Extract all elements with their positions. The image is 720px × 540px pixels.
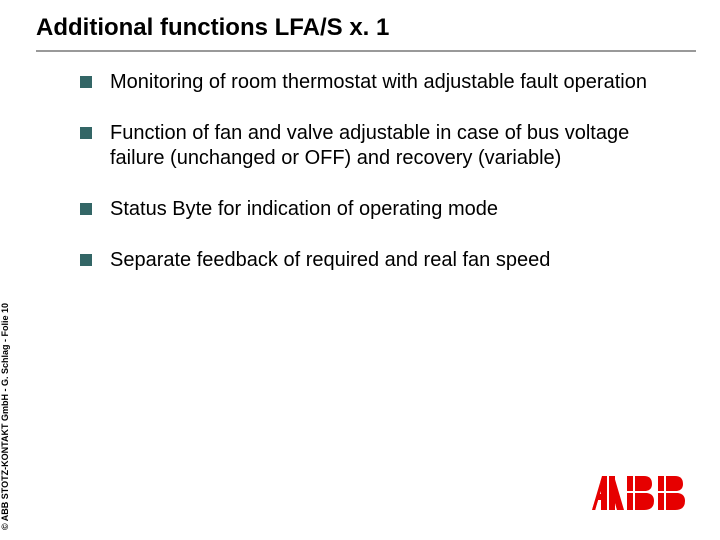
slide: Additional functions LFA/S x. 1 Monitori… bbox=[0, 0, 720, 540]
page-title: Additional functions LFA/S x. 1 bbox=[36, 14, 389, 42]
bullet-text: Function of fan and valve adjustable in … bbox=[110, 121, 680, 171]
bullet-square-icon bbox=[80, 203, 92, 215]
title-underline bbox=[36, 50, 696, 52]
bullet-square-icon bbox=[80, 127, 92, 139]
bullet-list: Monitoring of room thermostat with adjus… bbox=[80, 70, 680, 299]
bullet-square-icon bbox=[80, 254, 92, 266]
bullet-text: Status Byte for indication of operating … bbox=[110, 197, 498, 222]
bullet-text: Monitoring of room thermostat with adjus… bbox=[110, 70, 647, 95]
bullet-text: Separate feedback of required and real f… bbox=[110, 248, 550, 273]
list-item: Status Byte for indication of operating … bbox=[80, 197, 680, 222]
list-item: Monitoring of room thermostat with adjus… bbox=[80, 70, 680, 95]
copyright-sidetext: © ABB STOTZ-KONTAKT GmbH - G. Schlag - F… bbox=[0, 303, 10, 530]
list-item: Separate feedback of required and real f… bbox=[80, 248, 680, 273]
list-item: Function of fan and valve adjustable in … bbox=[80, 121, 680, 171]
bullet-square-icon bbox=[80, 76, 92, 88]
abb-logo bbox=[592, 474, 688, 512]
